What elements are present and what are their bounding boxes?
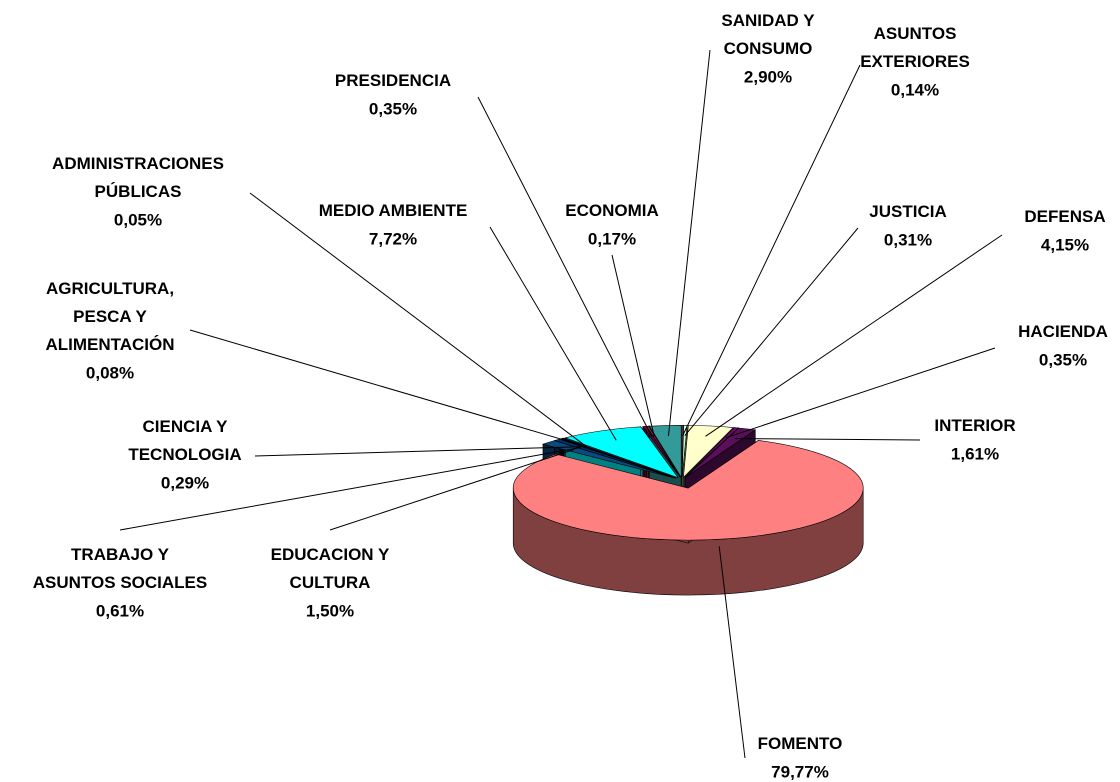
slice — [684, 427, 757, 478]
category-label: ECONOMIA — [565, 201, 659, 220]
category-label: TRABAJO Y ASUNTOS SOCIALES — [33, 545, 207, 592]
value-label: 79,77% — [771, 762, 829, 781]
leader-line — [682, 64, 861, 436]
category-label: CIENCIA Y TECNOLOGIA — [128, 417, 241, 464]
leader-line — [329, 449, 575, 531]
slice-tops — [512, 425, 864, 541]
value-label: 0,61% — [96, 601, 144, 620]
value-label: 0,08% — [86, 363, 134, 382]
leader-line — [249, 192, 587, 447]
leader-line — [611, 254, 655, 437]
value-label: 1,61% — [951, 444, 999, 463]
slice — [683, 425, 734, 479]
category-label: FOMENTO — [758, 734, 843, 753]
category-label: MEDIO AMBIENTE — [319, 201, 468, 220]
value-label: 4,15% — [1041, 235, 1089, 254]
value-label: 0,29% — [161, 473, 209, 492]
value-label: 7,72% — [369, 229, 417, 248]
category-label: JUSTICIA — [869, 202, 946, 221]
slice — [648, 425, 682, 479]
category-label: ASUNTOS EXTERIORES — [860, 24, 970, 71]
value-label: 1,50% — [306, 601, 354, 620]
category-label: INTERIOR — [934, 416, 1015, 435]
slice — [684, 427, 739, 478]
category-label: EDUCACION Y CULTURA — [271, 545, 390, 592]
leader-line — [189, 329, 586, 447]
value-label: 0,35% — [369, 99, 417, 118]
leader-line — [477, 96, 653, 437]
leader-line — [725, 347, 996, 439]
leader-line — [705, 234, 1003, 437]
category-label: ADMINISTRACIONES PÚBLICAS — [52, 154, 224, 201]
leader-line — [718, 546, 746, 759]
slice — [512, 440, 864, 541]
value-label: 2,90% — [744, 67, 792, 86]
leader-line — [667, 49, 711, 436]
leader-line — [684, 227, 859, 437]
slice — [561, 437, 677, 479]
category-label: DEFENSA — [1024, 207, 1105, 226]
value-label: 0,17% — [588, 229, 636, 248]
value-label: 0,05% — [114, 210, 162, 229]
category-label: AGRICULTURA, PESCA Y ALIMENTACIÓN — [45, 279, 174, 354]
value-label: 0,14% — [891, 80, 939, 99]
leader-line — [119, 446, 582, 531]
value-label: 0,35% — [1039, 350, 1087, 369]
leader-line — [734, 438, 921, 441]
category-label: SANIDAD Y CONSUMO — [721, 11, 815, 58]
value-label: 0,31% — [884, 230, 932, 249]
category-label: PRESIDENCIA — [335, 71, 451, 90]
category-label: HACIENDA — [1018, 322, 1108, 341]
leader-line — [254, 446, 585, 457]
slice — [564, 426, 679, 479]
leader-line — [489, 226, 617, 441]
